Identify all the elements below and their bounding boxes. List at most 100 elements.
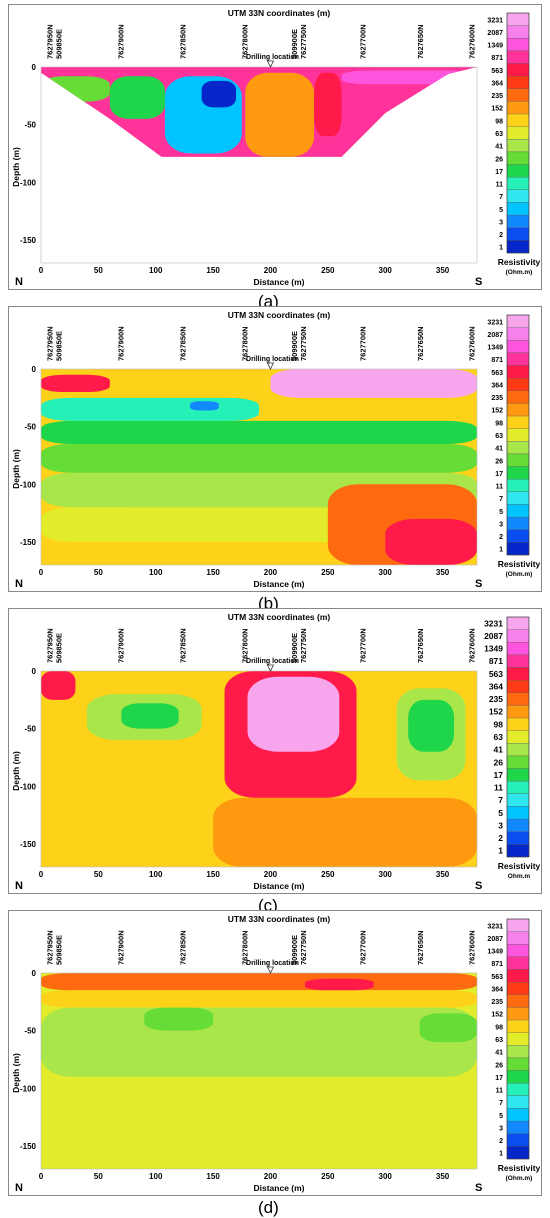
legend-swatch [506,38,530,52]
legend-value: 3231 [487,923,503,930]
utm-label: 7627700N [359,628,368,663]
utm-label: 7627800N [241,628,250,663]
legend-value: 7 [499,1100,503,1107]
legend-swatch [506,918,530,932]
legend-value: 2 [498,833,503,843]
legend-swatch [506,415,530,429]
utm-label: 7627650N [416,24,425,59]
utm-label: 7627650N [416,930,425,965]
x-tick-label: 350 [436,870,450,879]
legend-value: 235 [491,999,503,1006]
legend-value: 3231 [484,618,503,628]
legend-value: 563 [491,974,503,981]
y-axis-label: Depth (m) [11,1053,21,1093]
legend-value: 41 [495,1050,503,1057]
legend-value: 63 [495,1037,503,1044]
legend-swatch [506,831,530,845]
utm-label: 509850E [54,29,63,59]
legend-swatch [506,12,530,26]
legend-swatch [506,1083,530,1096]
resistivity-zone [341,70,477,85]
resistivity-zone [304,978,374,991]
y-tick-label: 0 [32,667,37,676]
drilling-location-label: Drilling location [246,658,299,665]
legend-value: 26 [495,458,503,465]
legend-swatch [506,403,530,417]
legend-value: 152 [489,707,503,717]
x-tick-label: 200 [264,266,278,275]
x-tick-label: 50 [94,266,103,275]
compass-north: N [15,578,23,590]
x-tick-label: 350 [436,1172,450,1181]
panel-b: UTM 33N coordinates (m) 7627950N 509850E 76… [8,306,542,592]
x-tick-label: 0 [39,1172,44,1181]
resistivity-zone [41,443,477,473]
drilling-marker-icon [266,60,275,68]
legend-value: 11 [496,1088,504,1095]
resistivity-zone [41,76,110,102]
y-tick-label: -150 [20,840,37,849]
legend-swatch [506,466,530,480]
legend-unit: (Ohm.m) [506,1175,533,1182]
legend-value: 26 [495,1062,503,1069]
legend-value: 871 [491,961,503,968]
x-tick-label: 250 [321,870,335,879]
legend-swatch [506,529,530,543]
drilling-location-label: Drilling location [246,960,299,967]
x-tick-label: 50 [94,568,103,577]
utm-label: 509900E [290,935,299,965]
legend-value: 63 [495,131,503,138]
utm-label: 509900E [290,29,299,59]
drilling-marker-icon [266,966,275,974]
utm-label: 509900E [290,633,299,663]
legend-value: 871 [489,656,503,666]
x-tick-label: 0 [39,568,44,577]
drilling-location-label: Drilling location [246,54,299,61]
y-tick-label: -100 [20,178,37,187]
utm-label: 7627850N [179,628,188,663]
chart-title: UTM 33N coordinates (m) [228,310,331,320]
legend-swatch [506,768,530,782]
panel-c-svg: UTM 33N coordinates (m)7627950N 509850E 76… [11,612,541,892]
legend-value: 871 [491,357,503,364]
legend-title: Resistivity [498,257,541,267]
legend-value: 871 [491,55,503,62]
legend-value: 5 [498,808,503,818]
x-tick-label: 250 [321,266,335,275]
x-tick-label: 350 [436,266,450,275]
legend-swatch [506,1095,530,1109]
legend-value: 3 [499,521,503,528]
legend-swatch [506,352,530,366]
legend-swatch [506,453,530,467]
legend-value: 26 [494,757,504,767]
legend-value: 2 [499,534,503,541]
x-tick-label: 200 [264,870,278,879]
legend-value: 63 [495,433,503,440]
plot-area [40,368,478,566]
legend-swatch [506,1007,530,1021]
x-tick-label: 100 [149,266,163,275]
resistivity-zone [245,72,315,157]
utm-label: 7627900N [117,326,126,361]
utm-label: 7627600N [468,628,477,663]
x-tick-label: 300 [379,1172,393,1181]
utm-label: 7627700N [359,326,368,361]
legend-value: 11 [496,484,504,491]
legend-value: 1 [498,846,503,856]
legend-value: 41 [495,144,503,151]
utm-label: 7627900N [117,24,126,59]
utm-label: 509850E [54,331,63,361]
x-tick-label: 150 [206,266,220,275]
utm-label: 7627950N [45,326,54,361]
y-tick-label: -100 [20,782,37,791]
utm-label: 7627800N [241,24,250,59]
utm-label: 7627650N [416,628,425,663]
compass-north: N [15,1182,23,1194]
x-axis-label: Distance (m) [253,1183,304,1193]
legend-swatch [506,1032,530,1046]
legend-swatch [506,705,530,719]
y-tick-label: 0 [32,969,37,978]
utm-label: 7627700N [359,24,368,59]
x-axis-label: Distance (m) [253,579,304,589]
legend-value: 3 [499,1125,503,1132]
